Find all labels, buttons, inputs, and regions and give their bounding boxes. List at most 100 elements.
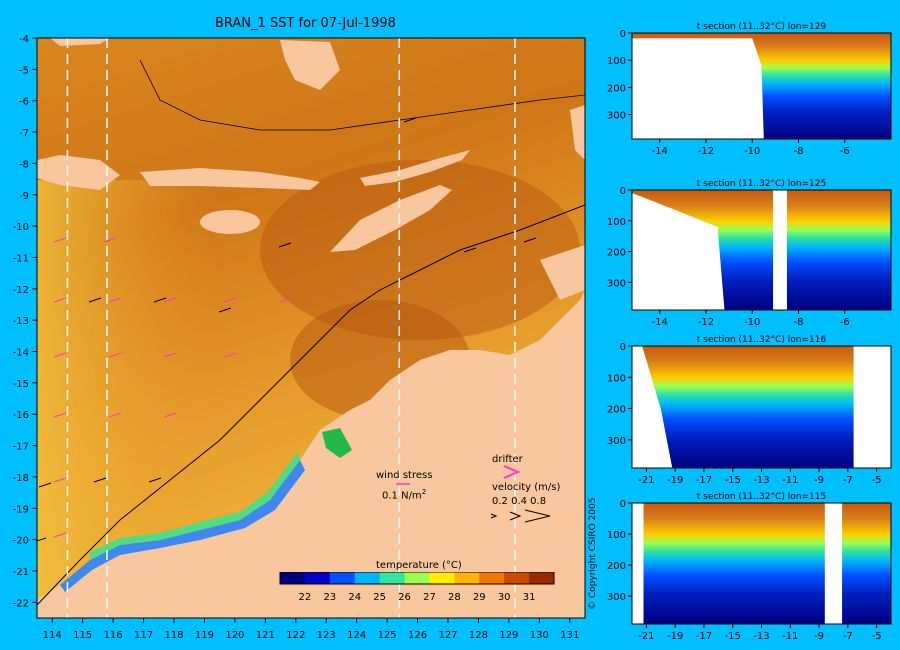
map-frame xyxy=(36,37,586,619)
section-x-tick-label: -12 xyxy=(698,317,714,328)
section-panel: t section (11..32°C) lon=115 -21 -19 -17 -15… xyxy=(607,492,892,642)
map-x-tick-label: 129 xyxy=(499,630,518,641)
map-x-tick-label: 130 xyxy=(530,630,549,641)
colorbar-cell xyxy=(304,572,331,584)
vector-arrow xyxy=(93,477,107,483)
wind-stress-value: 0.1 N/m2 xyxy=(382,488,427,502)
kalimantan-edge xyxy=(50,38,110,46)
section-x-tick-label: -15 xyxy=(725,475,741,486)
colorbar-title: temperature (°C) xyxy=(376,560,462,571)
section-x-tick-label: -19 xyxy=(667,475,683,486)
section-y-tick-label: 100 xyxy=(607,217,626,228)
map-x-tick-label: 115 xyxy=(73,630,92,641)
section-gap-mask xyxy=(824,503,843,624)
colorbar-tick-label: 27 xyxy=(423,592,436,603)
vector-arrow xyxy=(278,242,292,248)
vector-arrow xyxy=(53,297,67,303)
section-y-tick-label: 300 xyxy=(607,111,626,122)
section-land-mask xyxy=(632,346,673,468)
map-y-tick-label: -6 xyxy=(19,97,29,108)
colorbar-cell xyxy=(329,572,356,584)
vector-arrow xyxy=(53,412,67,418)
section-x-tick-label: -14 xyxy=(652,146,668,157)
colorbar-tick-label: 23 xyxy=(323,592,336,603)
map-title: BRAN_1 SST for 07-Jul-1998 xyxy=(215,16,396,31)
section-y-tick-label: 0 xyxy=(620,499,626,510)
section-x-tick-label: -17 xyxy=(696,631,712,642)
section-y-tick-label: 100 xyxy=(607,56,626,67)
section-y-tick-label: 200 xyxy=(607,248,626,259)
map-x-tick-label: 127 xyxy=(438,630,457,641)
section-x-tick-label: -5 xyxy=(872,475,882,486)
colorbar-frame xyxy=(279,572,555,585)
section-x-tick-label: -17 xyxy=(696,475,712,486)
section-x-tick-label: -9 xyxy=(814,631,824,642)
copyright-text: © Copyright CSIRO 2005 xyxy=(588,497,598,610)
colorbar-tick-label: 26 xyxy=(398,592,411,603)
vector-arrow xyxy=(148,477,162,483)
map-y-tick-label: -14 xyxy=(13,348,29,359)
section-land-mask xyxy=(632,503,644,624)
drifter-icon xyxy=(503,465,521,479)
section-y-tick-label: 0 xyxy=(620,29,626,40)
section-y-tick-label: 100 xyxy=(607,530,626,541)
section-title: t section (11..32°C) lon=129 xyxy=(697,22,827,32)
vector-arrow xyxy=(463,247,477,253)
vector-arrow xyxy=(108,352,122,358)
vector-arrow xyxy=(163,352,177,358)
section-y-tick-label: 300 xyxy=(607,278,626,289)
vector-arrow xyxy=(223,352,237,358)
colorbar-tick-label: 24 xyxy=(348,592,361,603)
java-island xyxy=(37,155,120,190)
velocity-arrows xyxy=(490,509,551,523)
map-x-tick-label: 124 xyxy=(347,630,366,641)
section-x-tick-label: -10 xyxy=(744,146,760,157)
section-x-tick-label: -8 xyxy=(794,317,804,328)
depth-contour-north xyxy=(139,59,585,131)
lesser-sunda-islands xyxy=(140,168,320,190)
colorbar-cell xyxy=(454,572,480,584)
colorbar-tick-label: 22 xyxy=(299,592,312,603)
australia-land xyxy=(37,290,585,618)
velocity-values: 0.2 0.4 0.8 xyxy=(492,496,547,507)
map-y-tick-label: -19 xyxy=(13,504,29,515)
east-islands xyxy=(570,105,585,160)
map-y-tick-label: -15 xyxy=(13,379,29,390)
map-x-tick-label: 116 xyxy=(104,630,123,641)
map-x-tick-label: 131 xyxy=(560,630,579,641)
section-x-tick-label: -8 xyxy=(794,146,804,157)
map-y-tick-label: -17 xyxy=(13,442,29,453)
section-frame xyxy=(631,32,892,140)
colorbar-cell xyxy=(529,572,555,584)
map-axis-ticks: 114 115 116 117 118 119 120 121 122 123 124 125 126 1… xyxy=(13,34,580,641)
arnhem-land xyxy=(540,245,585,300)
map-x-tick-label: 118 xyxy=(164,630,183,641)
vector-arrow xyxy=(223,297,237,303)
section-lines xyxy=(66,38,516,618)
vector-arrow xyxy=(103,237,117,243)
section-title: t section (11..32°C) lon=125 xyxy=(697,179,826,189)
colorbar-cell xyxy=(479,572,505,584)
wind-vectors xyxy=(37,117,537,542)
section-x-tick-label: -11 xyxy=(782,631,798,642)
vector-arrow xyxy=(53,352,67,358)
vector-arrow xyxy=(108,412,122,418)
section-x-tick-label: -12 xyxy=(698,146,714,157)
section-x-tick-label: -5 xyxy=(872,631,882,642)
map-y-tick-label: -20 xyxy=(13,536,29,547)
vector-arrow xyxy=(53,532,67,538)
vector-arrow xyxy=(163,412,177,418)
map-y-tick-label: -4 xyxy=(19,34,29,45)
section-x-tick-label: -13 xyxy=(753,631,769,642)
section-land-mask xyxy=(632,38,764,139)
map-y-tick-label: -22 xyxy=(13,598,29,609)
map-y-tick-label: -8 xyxy=(19,159,29,170)
section-x-tick-label: -21 xyxy=(638,475,654,486)
vector-arrow xyxy=(37,537,47,542)
vector-arrow xyxy=(153,297,167,303)
vector-arrow xyxy=(163,297,177,303)
flores-islands xyxy=(360,150,470,186)
vector-arrow xyxy=(403,117,417,123)
section-x-tick-label: -7 xyxy=(843,475,853,486)
